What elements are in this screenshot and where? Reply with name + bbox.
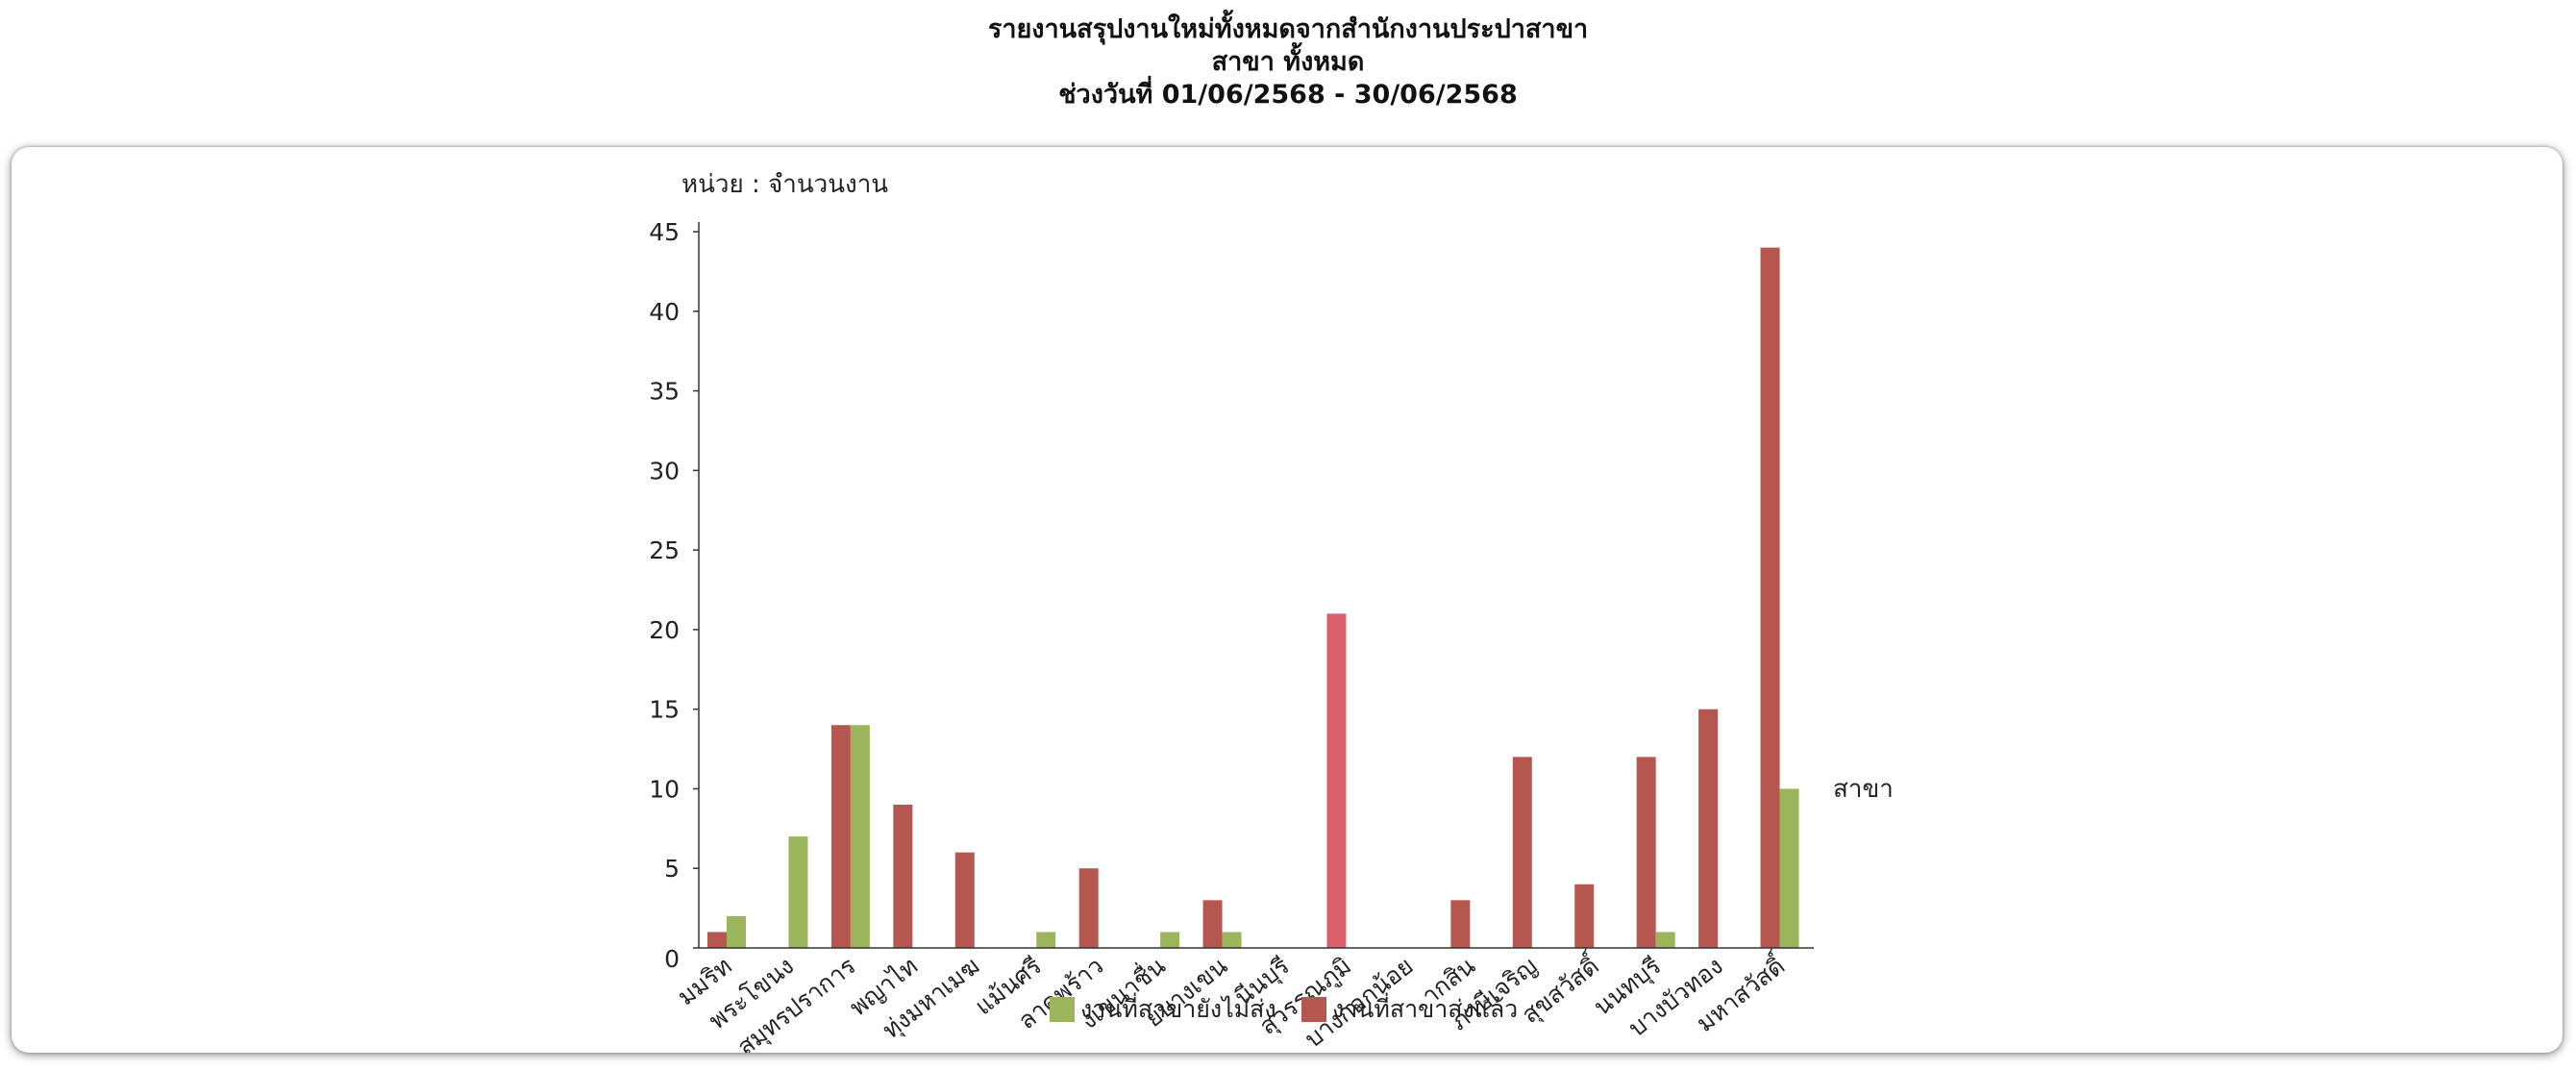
y-tick-label: 25 [649, 536, 680, 564]
y-tick-label: 35 [649, 378, 680, 406]
bar-sent[interactable] [1636, 757, 1656, 948]
bar-pending[interactable] [1160, 932, 1180, 948]
report-title: รายงานสรุปงานใหม่ทั้งหมดจากสำนักงานประปา… [987, 14, 1589, 44]
bar-sent[interactable] [893, 805, 913, 948]
bar-sent[interactable] [1202, 900, 1223, 948]
report-branch: สาขา ทั้งหมด [1211, 47, 1365, 77]
bar-pending[interactable] [1222, 932, 1242, 948]
bar-pending[interactable] [1655, 932, 1675, 948]
bar-pending[interactable] [788, 836, 808, 948]
y-axis-title: หน่วย : จำนวนงาน [681, 170, 888, 199]
report-header: รายงานสรุปงานใหม่ทั้งหมดจากสำนักงานประปา… [0, 13, 2576, 112]
bar-sent[interactable] [1574, 884, 1595, 948]
y-tick-label: 5 [664, 855, 680, 883]
report-date-range: ช่วงวันที่ 01/06/2568 - 30/06/2568 [1058, 80, 1518, 110]
bar-sent[interactable] [1326, 613, 1347, 948]
bar-sent[interactable] [1698, 709, 1719, 948]
y-tick-label: 0 [664, 945, 680, 973]
y-tick-label: 15 [649, 696, 680, 724]
y-tick-label: 45 [649, 218, 680, 246]
legend-swatch [1301, 997, 1326, 1022]
chart-card: หน่วย : จำนวนงาน สาขา 0 5 10 15 20 25 30 35 40 45 … [12, 147, 2563, 1053]
bar-sent[interactable] [707, 932, 727, 948]
y-tick-label: 10 [649, 775, 680, 803]
bar-sent[interactable] [1450, 900, 1471, 948]
bar-sent[interactable] [1078, 868, 1099, 948]
y-tick-label: 40 [649, 298, 680, 326]
y-tick-label: 20 [649, 616, 680, 644]
legend-swatch [1050, 997, 1075, 1022]
x-axis-title: สาขา [1833, 775, 1894, 804]
y-tick-label: 30 [649, 457, 680, 485]
bar-pending[interactable] [850, 725, 870, 948]
bar-sent[interactable] [1760, 247, 1780, 948]
bar-sent[interactable] [830, 725, 851, 948]
bar-pending[interactable] [1779, 788, 1799, 948]
bar-pending[interactable] [727, 915, 746, 948]
bar-pending[interactable] [1036, 932, 1056, 948]
legend-label: งานที่สาขายังไม่ส่ง [1080, 992, 1276, 1023]
bar-sent[interactable] [1512, 757, 1532, 948]
legend-label: งานที่สาขาส่งแล้ว [1332, 992, 1518, 1023]
bar-sent[interactable] [954, 852, 975, 948]
